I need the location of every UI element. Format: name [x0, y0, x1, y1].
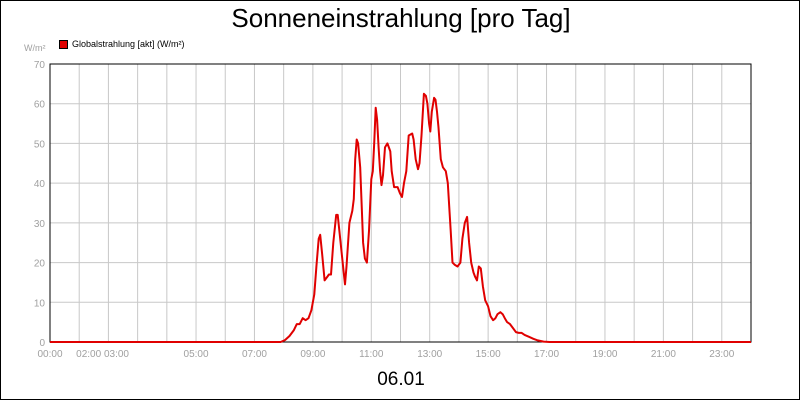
- plot-border: [49, 63, 752, 343]
- x-axis-caption: 06.01: [377, 369, 425, 390]
- y-tick-label: 60: [34, 100, 46, 111]
- legend-swatch: [59, 39, 68, 49]
- x-tick-label: 13:00: [417, 349, 442, 360]
- x-tick-label: 05:00: [184, 349, 209, 360]
- x-tick-label: 09:00: [300, 349, 325, 360]
- legend: Globalstrahlung [akt] (W/m²): [59, 39, 185, 49]
- y-tick-label: 50: [34, 139, 46, 150]
- y-tick-label: 70: [34, 60, 46, 71]
- x-tick-label: 21:00: [651, 349, 676, 360]
- x-tick-label: 11:00: [359, 349, 384, 360]
- chart-title: Sonneneinstrahlung [pro Tag]: [231, 3, 571, 33]
- y-tick-label: 20: [34, 259, 46, 270]
- y-tick-label: 30: [34, 219, 46, 230]
- x-tick-label: 00:00: [37, 349, 62, 360]
- x-tick-label: 17:00: [534, 349, 559, 360]
- x-tick-label: 23:00: [709, 349, 734, 360]
- x-tick-label: 07:00: [242, 349, 267, 360]
- x-tick-label: 19:00: [592, 349, 617, 360]
- y-tick-label: 0: [39, 338, 45, 349]
- series-line: [50, 92, 751, 343]
- x-tick-label: 15:00: [476, 349, 501, 360]
- y-unit-label: W/m²: [24, 43, 46, 53]
- y-tick-label: 40: [34, 179, 46, 190]
- x-tick-label: 02:00 03:00: [76, 349, 129, 360]
- y-tick-label: 10: [34, 298, 46, 309]
- legend-label: Globalstrahlung [akt] (W/m²): [72, 39, 185, 49]
